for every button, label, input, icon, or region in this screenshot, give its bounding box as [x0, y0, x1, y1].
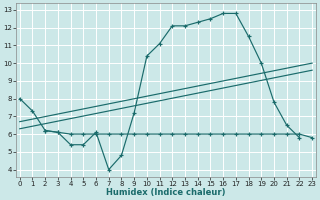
X-axis label: Humidex (Indice chaleur): Humidex (Indice chaleur)	[106, 188, 226, 197]
